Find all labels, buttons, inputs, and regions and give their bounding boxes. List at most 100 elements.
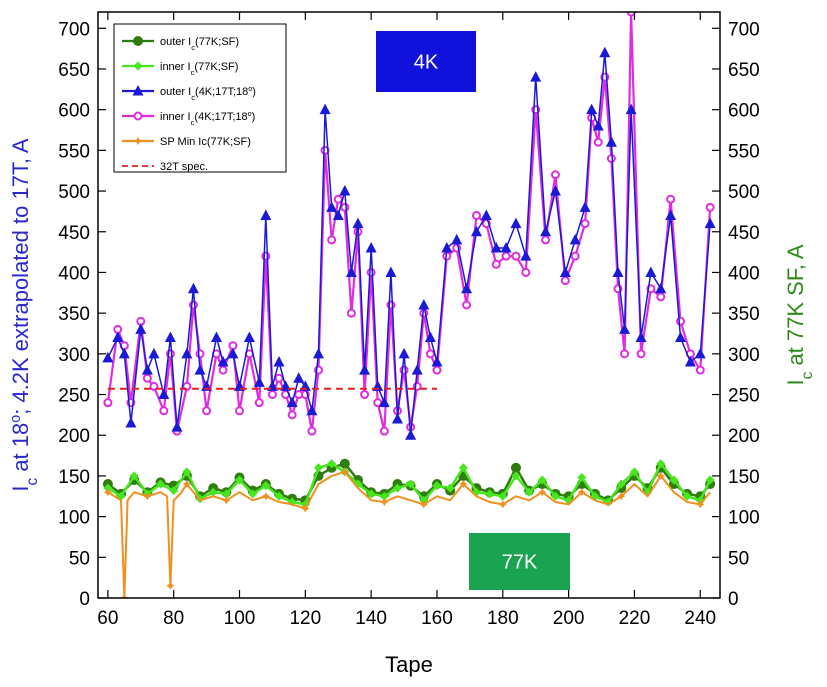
data-point: [580, 219, 590, 229]
data-point: [164, 331, 176, 343]
data-point: [222, 496, 231, 505]
annotation-label-1: 77K: [502, 552, 538, 574]
x-tick-label: 120: [289, 608, 321, 629]
y-tick-label-left: 200: [58, 426, 90, 447]
plot-frame: [97, 11, 721, 599]
series-group: [102, 12, 716, 598]
data-point: [655, 282, 667, 294]
data-point: [248, 489, 258, 499]
data-point: [550, 491, 560, 501]
data-point: [696, 500, 705, 509]
data-point: [208, 487, 218, 497]
data-point: [391, 412, 403, 424]
y-tick-label-left: 600: [58, 101, 90, 122]
data-point: [301, 504, 310, 513]
data-point: [181, 347, 193, 359]
x-tick-label: 140: [355, 608, 387, 629]
data-point: [129, 471, 139, 481]
data-point: [586, 103, 598, 115]
y-tick-label-left: 450: [58, 223, 90, 244]
y-tick-label-right: 500: [728, 182, 760, 203]
data-point: [141, 364, 153, 375]
y-tick-label-left: 150: [58, 467, 90, 488]
data-point: [261, 481, 271, 491]
legend-swatch-marker: [133, 111, 143, 121]
data-point: [327, 459, 337, 469]
data-point: [695, 365, 705, 375]
data-point: [345, 266, 357, 277]
data-point: [103, 483, 113, 493]
data-point: [339, 185, 351, 196]
data-point: [307, 426, 317, 436]
y-tick-label-right: 600: [728, 101, 760, 122]
data-point: [149, 381, 159, 391]
data-point: [313, 463, 323, 473]
data-point: [332, 209, 344, 220]
plot-area: [102, 12, 716, 598]
y-tick-label-right: 150: [728, 467, 760, 488]
data-point: [682, 491, 692, 501]
y-tick-label-left: 700: [58, 19, 90, 40]
data-point: [419, 500, 428, 509]
data-point: [530, 71, 542, 82]
data-point: [498, 491, 508, 501]
data-point: [352, 217, 364, 229]
data-point: [431, 355, 443, 367]
data-point: [432, 481, 442, 491]
legend-swatch-marker: [134, 137, 142, 145]
data-point: [635, 331, 647, 343]
data-point: [286, 396, 298, 408]
data-point: [540, 225, 552, 237]
data-point: [274, 373, 284, 383]
data-point: [273, 355, 285, 367]
data-point: [510, 217, 522, 229]
data-point: [620, 349, 630, 359]
data-point: [227, 347, 239, 359]
y-axis-title-left: Ic at 18o; 4.2K extrapolated to 17T, A: [8, 138, 41, 492]
data-point: [612, 266, 624, 277]
data-point: [705, 475, 715, 485]
data-point: [570, 251, 580, 261]
data-point: [379, 426, 389, 436]
data-point: [656, 292, 666, 302]
series-2: [102, 46, 716, 440]
data-point: [537, 475, 547, 485]
data-point: [319, 103, 331, 115]
y-tick-label-left: 0: [79, 589, 90, 610]
y-tick-label-left: 300: [58, 345, 90, 366]
x-tick-label: 180: [487, 608, 519, 629]
data-point: [366, 267, 376, 277]
data-point: [425, 349, 435, 359]
data-point: [333, 194, 343, 204]
data-point: [102, 351, 114, 363]
y-tick-label-left: 50: [69, 548, 90, 569]
data-point: [694, 347, 706, 359]
annotation-box-0: [376, 31, 476, 92]
data-point: [471, 210, 481, 220]
data-point: [339, 458, 350, 469]
data-point: [550, 170, 560, 180]
y-tick-label-left: 100: [58, 508, 90, 529]
legend-swatch-marker: [132, 85, 144, 96]
data-point: [520, 250, 532, 261]
data-point: [217, 355, 229, 367]
data-point: [366, 489, 376, 499]
y-tick-label-left: 250: [58, 386, 90, 407]
data-point: [194, 364, 206, 375]
y-tick-label-left: 650: [58, 60, 90, 81]
data-point: [501, 251, 511, 261]
data-point: [592, 119, 604, 131]
y-tick-label-left: 350: [58, 304, 90, 325]
data-point: [379, 491, 389, 501]
data-point: [666, 194, 676, 204]
data-point: [380, 497, 389, 506]
y-tick-label-right: 450: [728, 223, 760, 244]
y-tick-label-right: 50: [728, 548, 749, 569]
y-axis-title-right: Ic at 77K SF, A: [783, 244, 816, 385]
x-tick-label: 240: [684, 608, 716, 629]
data-point: [261, 492, 270, 501]
data-point: [293, 372, 305, 383]
data-point: [326, 201, 338, 212]
legend-box: [113, 23, 287, 173]
data-point: [510, 462, 521, 473]
